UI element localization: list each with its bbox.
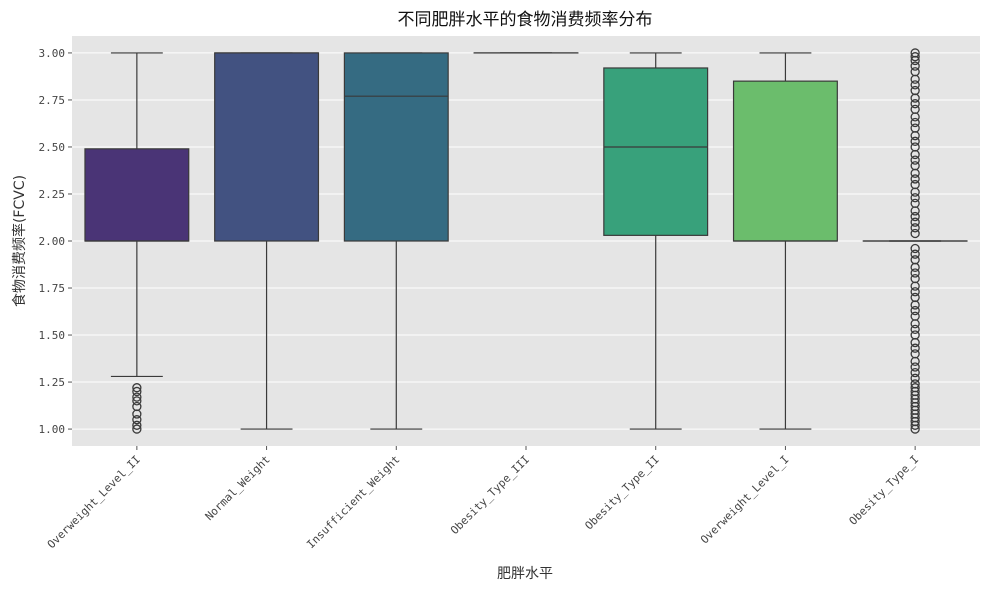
y-tick-label: 1.00	[39, 423, 66, 436]
y-tick-label: 2.25	[39, 188, 66, 201]
outlier-point	[910, 161, 920, 171]
outlier-point	[910, 217, 920, 227]
box-overweight-level-ii	[84, 52, 190, 434]
outlier-point	[910, 85, 920, 96]
outlier-point	[910, 61, 920, 71]
y-tick-label: 2.75	[39, 94, 66, 107]
outlier-point	[910, 136, 920, 146]
box-obesity-type-i	[862, 48, 968, 434]
outlier-point	[910, 117, 920, 128]
y-tick-label: 1.75	[39, 282, 66, 295]
box-normal-weight	[214, 52, 320, 430]
outlier-point	[910, 155, 920, 165]
y-tick-label: 3.00	[39, 47, 66, 60]
iqr-box	[343, 52, 449, 242]
outlier-point	[910, 223, 920, 233]
outlier-point	[910, 273, 920, 284]
outlier-point	[910, 373, 920, 383]
outlier-point	[910, 48, 920, 58]
outlier-point	[910, 383, 920, 393]
outlier-point	[910, 349, 920, 359]
outlier-point	[910, 228, 920, 239]
outlier-point	[910, 324, 920, 335]
outlier-point	[132, 424, 142, 434]
outlier-point	[910, 142, 920, 152]
x-tick-label: Insufficient_Weight	[304, 453, 402, 551]
outlier-point	[910, 379, 920, 389]
x-tick-label: Normal_Weight	[203, 453, 273, 523]
outlier-point	[132, 396, 142, 406]
outlier-point	[910, 80, 920, 90]
outlier-point	[910, 67, 920, 77]
outlier-point	[910, 104, 920, 114]
outlier-point	[910, 174, 920, 184]
outlier-point	[910, 211, 920, 222]
outlier-point	[910, 311, 920, 321]
outlier-point	[910, 123, 920, 133]
box-obesity-type-ii	[603, 52, 709, 430]
outlier-point	[910, 287, 920, 297]
outlier-point	[910, 292, 920, 303]
y-tick-label: 2.00	[39, 235, 66, 248]
outlier-point	[910, 268, 920, 278]
outlier-point	[132, 415, 142, 425]
outlier-point	[910, 343, 920, 353]
outlier-point	[910, 368, 920, 378]
outlier-point	[910, 255, 920, 265]
outlier-point	[910, 305, 920, 316]
outlier-point	[910, 193, 920, 203]
x-tick-label: Overweight_Level_II	[45, 453, 143, 551]
outlier-point	[132, 392, 142, 402]
outlier-point	[132, 401, 142, 412]
y-tick-label: 1.25	[39, 376, 66, 389]
outlier-point	[132, 383, 142, 393]
outlier-point	[132, 386, 142, 397]
box-overweight-level-i	[732, 52, 838, 430]
x-axis-label: 肥胖水平	[497, 566, 553, 582]
x-tick-label: Obesity_Type_III	[448, 453, 532, 537]
outlier-point	[910, 52, 920, 62]
x-axis-ticks: Overweight_Level_II Normal_Weight Insuffic…	[45, 446, 921, 551]
iqr-box	[732, 80, 838, 242]
outlier-point	[910, 243, 920, 254]
y-axis-label: 食物消费频率(FCVC)	[11, 175, 28, 307]
iqr-box	[603, 67, 709, 236]
x-tick-label: Obesity_Type_II	[582, 453, 661, 532]
chart-title: 不同肥胖水平的食物消费频率分布	[398, 10, 653, 30]
outlier-point	[910, 362, 920, 372]
x-tick-label: Overweight_Level_I	[698, 453, 791, 546]
outlier-point	[132, 420, 142, 430]
box-series	[84, 48, 968, 434]
outlier-point	[910, 179, 920, 190]
iqr-box	[214, 52, 320, 242]
outlier-point	[910, 198, 920, 209]
outlier-point	[910, 99, 920, 109]
y-tick-label: 2.50	[39, 141, 66, 154]
outlier-point	[910, 330, 920, 340]
y-tick-label: 1.50	[39, 329, 66, 342]
y-axis-ticks: 1.00 1.25 1.50 1.75 2.00 2.25 2.50 2.75 3.00	[39, 47, 72, 436]
outlier-point	[910, 249, 920, 259]
x-tick-label: Obesity_Type_I	[847, 453, 922, 528]
box-insufficient-weight	[343, 52, 449, 430]
iqr-box	[84, 148, 190, 242]
